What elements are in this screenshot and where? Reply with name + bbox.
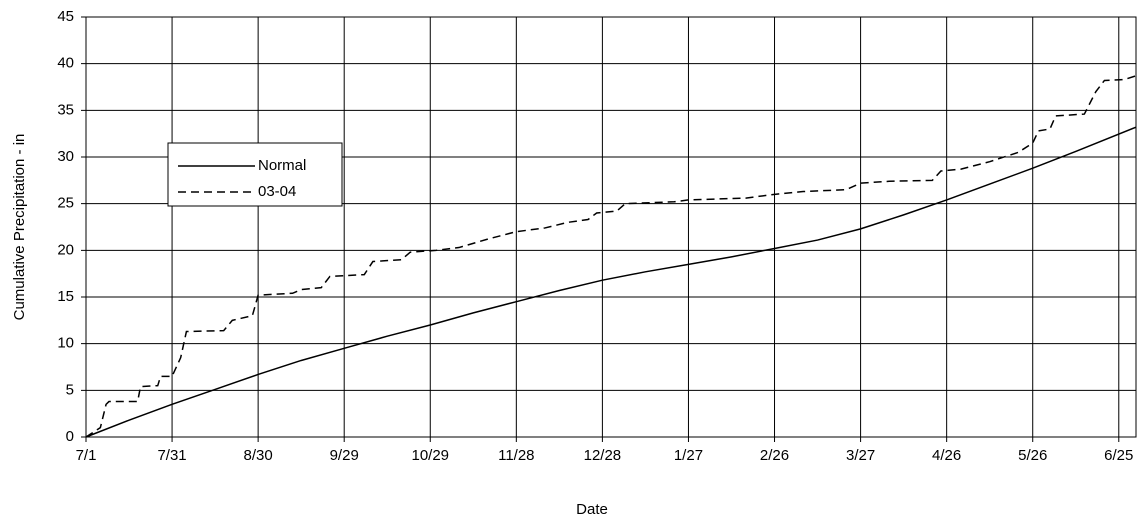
x-tick-label: 10/29: [411, 447, 449, 464]
x-tick-label: 12/28: [584, 447, 622, 464]
x-tick-label: 3/27: [846, 447, 875, 464]
x-tick-label: 11/28: [498, 447, 534, 464]
x-tick-label: 2/26: [760, 447, 789, 464]
legend-box: [167, 142, 343, 207]
y-tick-label: 45: [57, 8, 74, 25]
x-tick-label: 7/1: [76, 447, 97, 464]
y-tick-label: 5: [66, 381, 74, 398]
x-tick-label: 4/26: [932, 447, 961, 464]
data-line: [85, 126, 1137, 438]
x-axis-label: Date: [576, 501, 608, 518]
legend-label: 03-04: [258, 183, 296, 200]
data-line: [85, 75, 1137, 438]
x-tick-label: 9/29: [330, 447, 359, 464]
plot-frame: [85, 16, 1137, 438]
y-tick-label: 35: [57, 101, 74, 118]
x-tick-label: 7/31: [157, 447, 186, 464]
y-tick-label: 15: [57, 288, 74, 305]
y-axis-label: Cumulative Precipitation - in: [11, 134, 28, 321]
x-tick-label: 1/27: [674, 447, 703, 464]
x-tick-label: 8/30: [244, 447, 273, 464]
x-tick-label: 5/26: [1018, 447, 1047, 464]
y-tick-label: 20: [57, 241, 74, 258]
y-tick-label: 10: [57, 335, 74, 352]
x-tick-label: 6/25: [1104, 447, 1133, 464]
y-tick-label: 40: [57, 55, 74, 72]
legend-label: Normal: [258, 157, 306, 174]
y-tick-label: 30: [57, 148, 74, 165]
y-tick-label: 25: [57, 195, 74, 212]
y-tick-label: 0: [66, 428, 74, 445]
